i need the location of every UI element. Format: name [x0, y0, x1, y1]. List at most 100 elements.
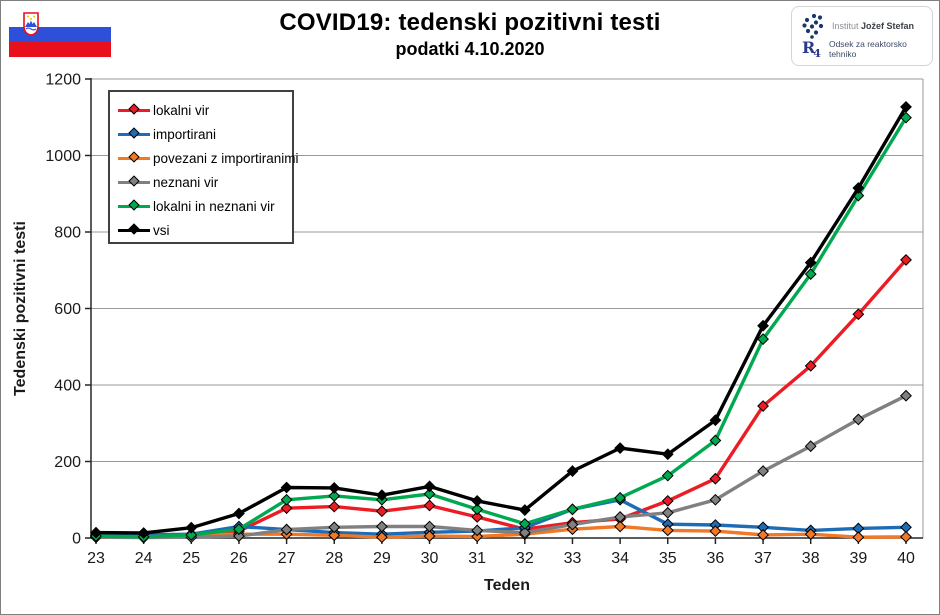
legend-line-swatch — [118, 198, 150, 211]
x-tick-label-27: 27 — [278, 550, 296, 567]
ijs-logo-text: Institut Jožef Stefan — [832, 21, 914, 31]
marker-s0-w28 — [328, 500, 341, 513]
marker-s4-w27 — [280, 493, 293, 506]
marker-s2-w31 — [471, 530, 484, 543]
marker-s3-w32 — [518, 526, 531, 539]
slovenia-coat-of-arms-icon — [23, 12, 39, 36]
marker-s0-w40 — [900, 254, 912, 266]
flag-stripe-red — [9, 42, 111, 57]
marker-s5-w24 — [137, 527, 150, 539]
x-tick-label-31: 31 — [468, 550, 486, 567]
x-tick-label-30: 30 — [421, 550, 439, 567]
legend-label: importirani — [153, 126, 217, 142]
marker-s0-w31 — [471, 511, 484, 523]
legend-item-3: neznani vir — [110, 170, 292, 194]
legend-diamond-icon — [128, 126, 140, 139]
x-tick-label-26: 26 — [230, 550, 248, 567]
x-tick-label-32: 32 — [516, 550, 534, 567]
marker-s2-w34 — [614, 520, 627, 533]
legend-item-2: povezani z importiranimi — [110, 146, 299, 170]
series-line-5 — [95, 106, 908, 535]
y-tick-label-400: 400 — [54, 378, 81, 395]
legend-label: lokalni in neznani vir — [153, 198, 275, 214]
ijs-dots-icon — [802, 13, 824, 39]
series-line-1 — [95, 498, 907, 537]
marker-s3-w40 — [900, 389, 912, 402]
marker-s5-w34 — [614, 442, 627, 455]
legend-label: vsi — [153, 222, 170, 238]
ijs-logo-row: Institut Jožef Stefan — [802, 13, 914, 39]
marker-s4-w28 — [328, 490, 341, 502]
marker-s0-w37 — [757, 400, 769, 412]
marker-s0-w27 — [280, 502, 293, 515]
r4-logo-row: R4 Odsek za reaktorsko tehniko — [802, 38, 932, 60]
legend-line-swatch — [118, 102, 150, 115]
legend-item-1: importirani — [110, 122, 292, 146]
marker-s3-w26 — [233, 530, 245, 542]
marker-s4-w34 — [614, 491, 627, 504]
x-tick-label-24: 24 — [135, 550, 153, 567]
y-tick-label-600: 600 — [54, 301, 81, 318]
marker-s3-w28 — [328, 521, 341, 534]
marker-s3-w35 — [661, 506, 674, 519]
x-tick-label-23: 23 — [87, 550, 105, 567]
marker-s5-w28 — [328, 481, 341, 494]
marker-s2-w40 — [900, 530, 912, 543]
marker-s0-w39 — [852, 308, 865, 321]
r4-number: 4 — [813, 47, 821, 60]
marker-s4-w35 — [661, 469, 674, 482]
x-tick-label-34: 34 — [611, 550, 629, 567]
marker-s2-w38 — [804, 528, 817, 541]
legend-diamond-icon — [128, 102, 140, 115]
marker-s3-w33 — [566, 518, 579, 531]
x-tick-label-33: 33 — [564, 550, 582, 567]
r4-letter: R — [802, 38, 816, 57]
slovenia-flag — [9, 12, 111, 57]
marker-s5-w38 — [804, 256, 817, 269]
marker-s5-w31 — [471, 494, 484, 507]
x-tick-label-40: 40 — [897, 550, 915, 567]
legend-label: neznani vir — [153, 174, 219, 190]
legend-line-swatch — [118, 150, 150, 163]
marker-s5-w26 — [233, 507, 245, 520]
marker-s4-w38 — [804, 268, 817, 280]
marker-s3-w31 — [471, 524, 484, 537]
marker-s5-w23 — [90, 526, 102, 539]
marker-s0-w30 — [423, 499, 436, 512]
ijs-name-bold: Jožef Stefan — [861, 21, 915, 31]
y-tick-label-0: 0 — [72, 531, 81, 548]
legend-item-5: vsi — [110, 218, 292, 242]
x-tick-label-29: 29 — [373, 550, 391, 567]
x-tick-label-25: 25 — [182, 550, 200, 567]
marker-s5-w30 — [423, 480, 436, 493]
chart-legend: lokalni vir importirani povezani z importi… — [108, 90, 299, 244]
x-tick-label-37: 37 — [754, 550, 772, 567]
marker-s5-w40 — [900, 101, 912, 113]
x-tick-label-36: 36 — [707, 550, 725, 567]
r4-label: Odsek za reaktorsko tehniko — [828, 39, 907, 59]
marker-s4-w26 — [233, 523, 245, 536]
marker-s4-w32 — [518, 517, 531, 530]
marker-s3-w39 — [852, 413, 865, 426]
legend-line-swatch — [118, 174, 150, 187]
y-tick-label-1200: 1200 — [45, 72, 81, 89]
marker-s2-w36 — [709, 525, 722, 538]
marker-s5-w39 — [852, 182, 865, 194]
marker-s2-w30 — [423, 530, 436, 542]
series-line-3 — [95, 394, 907, 540]
x-axis-title: Teden — [484, 577, 530, 594]
marker-s2-w28 — [328, 529, 341, 542]
legend-diamond-icon — [128, 198, 140, 211]
ijs-name-regular: Institut — [832, 21, 862, 31]
institution-logos: Institut Jožef Stefan R4 Odsek za reakto… — [791, 6, 933, 66]
x-tick-label-35: 35 — [659, 550, 677, 567]
legend-diamond-icon — [128, 174, 140, 187]
marker-s0-w38 — [804, 359, 817, 372]
x-tick-label-28: 28 — [325, 550, 343, 567]
marker-s0-w29 — [375, 505, 388, 518]
marker-s5-w29 — [375, 489, 388, 502]
marker-s2-w29 — [375, 531, 388, 544]
marker-s4-w36 — [709, 434, 722, 447]
